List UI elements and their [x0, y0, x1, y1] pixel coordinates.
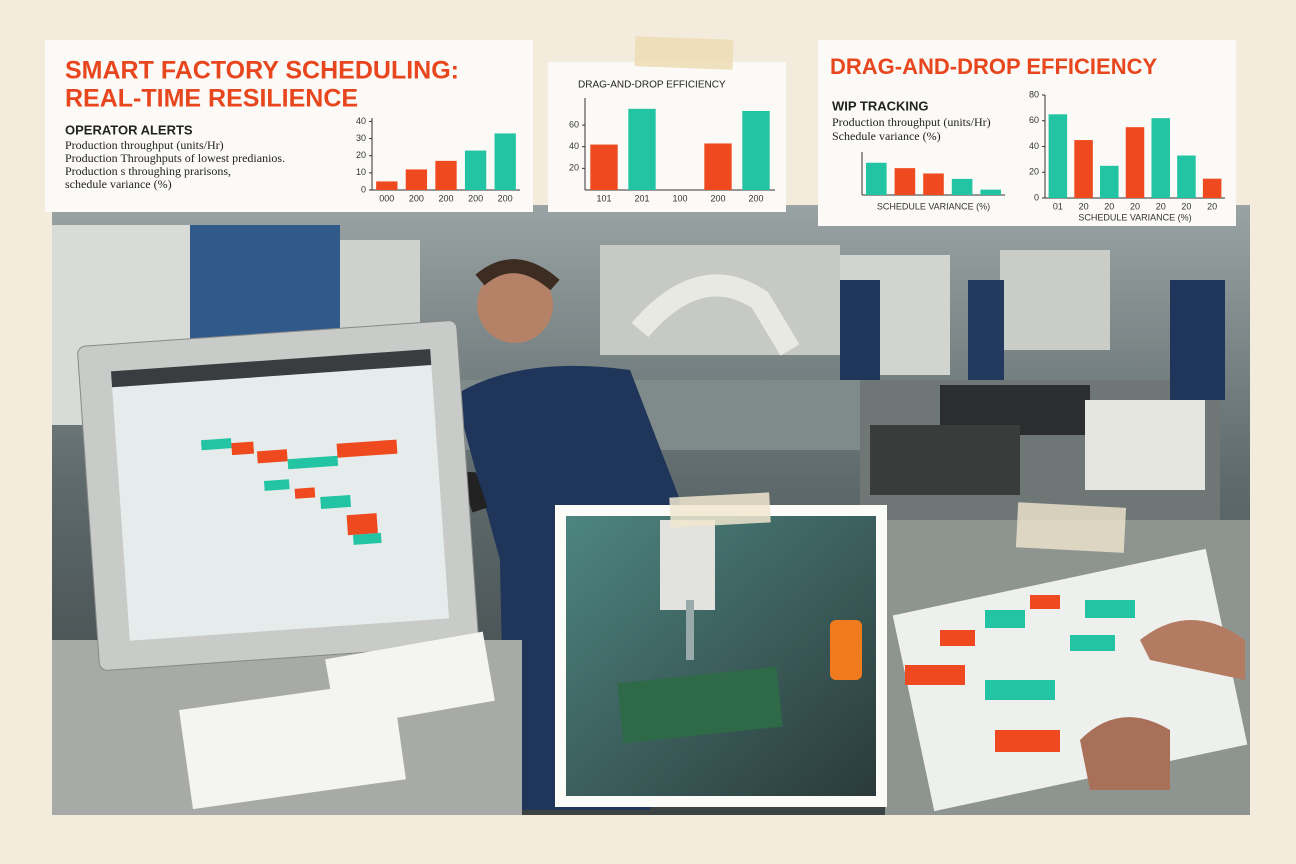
x-tick-label: 000: [379, 193, 394, 203]
y-tick-label: 60: [1029, 115, 1039, 125]
y-tick-label: 20: [569, 163, 579, 173]
bar: [628, 108, 656, 190]
bar: [894, 168, 916, 195]
x-tick-label: 20: [1104, 201, 1114, 211]
y-tick-label: 60: [569, 119, 579, 129]
y-tick-label: 40: [569, 141, 579, 151]
bar: [704, 143, 732, 190]
x-tick-label: 200: [748, 193, 763, 203]
x-tick-label: 20: [1207, 201, 1217, 211]
alert-line: schedule variance (%): [65, 177, 172, 191]
panel-line: Schedule variance (%): [832, 129, 941, 143]
right-lines: Production throughput (units/Hr)Schedule…: [832, 115, 991, 143]
y-tick-label: 20: [1029, 167, 1039, 177]
bar: [1202, 178, 1222, 198]
alert-line: Production throughput (units/Hr): [65, 138, 224, 152]
alert-line: Production s throughing prarisons,: [65, 164, 231, 178]
x-tick-label: 20: [1156, 201, 1166, 211]
x-tick-label: 200: [498, 193, 513, 203]
y-tick-label: 80: [1029, 89, 1039, 99]
x-tick-label: 200: [438, 193, 453, 203]
bar: [435, 160, 457, 190]
y-tick-label: 0: [361, 184, 366, 194]
x-tick-label: 01: [1053, 201, 1063, 211]
y-tick-label: 40: [1029, 141, 1039, 151]
bar: [1074, 140, 1093, 198]
bar: [742, 110, 770, 190]
bar: [866, 162, 887, 195]
bar: [980, 189, 1001, 195]
bar: [590, 144, 618, 190]
x-tick-label: 20: [1079, 201, 1089, 211]
bar: [1125, 127, 1145, 198]
panel-line: Production throughput (units/Hr): [832, 115, 991, 129]
chart-title: DRAG-AND-DROP EFFICIENCY: [578, 80, 726, 91]
bar: [1151, 118, 1170, 198]
title: REAL-TIME RESILIENCE: [65, 85, 358, 113]
x-axis-label: SCHEDULE VARIANCE (%): [877, 201, 990, 211]
y-tick-label: 40: [356, 116, 366, 126]
bar: [1177, 155, 1196, 198]
bar: [405, 169, 428, 190]
alert-line: Production Throughputs of lowest predian…: [65, 151, 285, 165]
x-tick-label: 20: [1181, 201, 1191, 211]
inset-photo: [555, 492, 887, 807]
x-tick-label: 100: [672, 193, 687, 203]
title: SMART FACTORY SCHEDULING:: [65, 57, 459, 85]
y-tick-label: 20: [356, 150, 366, 160]
bar: [464, 150, 487, 190]
x-tick-label: 200: [710, 193, 725, 203]
y-tick-label: 0: [1034, 192, 1039, 202]
y-tick-label: 10: [356, 167, 366, 177]
x-tick-label: 101: [596, 193, 611, 203]
panel-title: DRAG-AND-DROP EFFICIENCY: [830, 54, 1157, 79]
x-tick-label: 20: [1130, 201, 1140, 211]
bar: [923, 173, 944, 195]
bar: [494, 133, 516, 190]
x-tick-label: 200: [468, 193, 483, 203]
y-tick-label: 30: [356, 133, 366, 143]
x-axis-label: SCHEDULE VARIANCE (%): [1078, 212, 1191, 222]
alert-lines: Production throughput (units/Hr)Producti…: [65, 138, 285, 191]
bar: [1100, 165, 1119, 198]
tape: [634, 36, 734, 70]
bar: [951, 178, 973, 195]
bar: [1048, 114, 1068, 198]
heading: WIP TRACKING: [832, 98, 929, 113]
bar: [376, 181, 398, 190]
heading: OPERATOR ALERTS: [65, 122, 193, 137]
x-tick-label: 201: [634, 193, 649, 203]
x-tick-label: 200: [409, 193, 424, 203]
